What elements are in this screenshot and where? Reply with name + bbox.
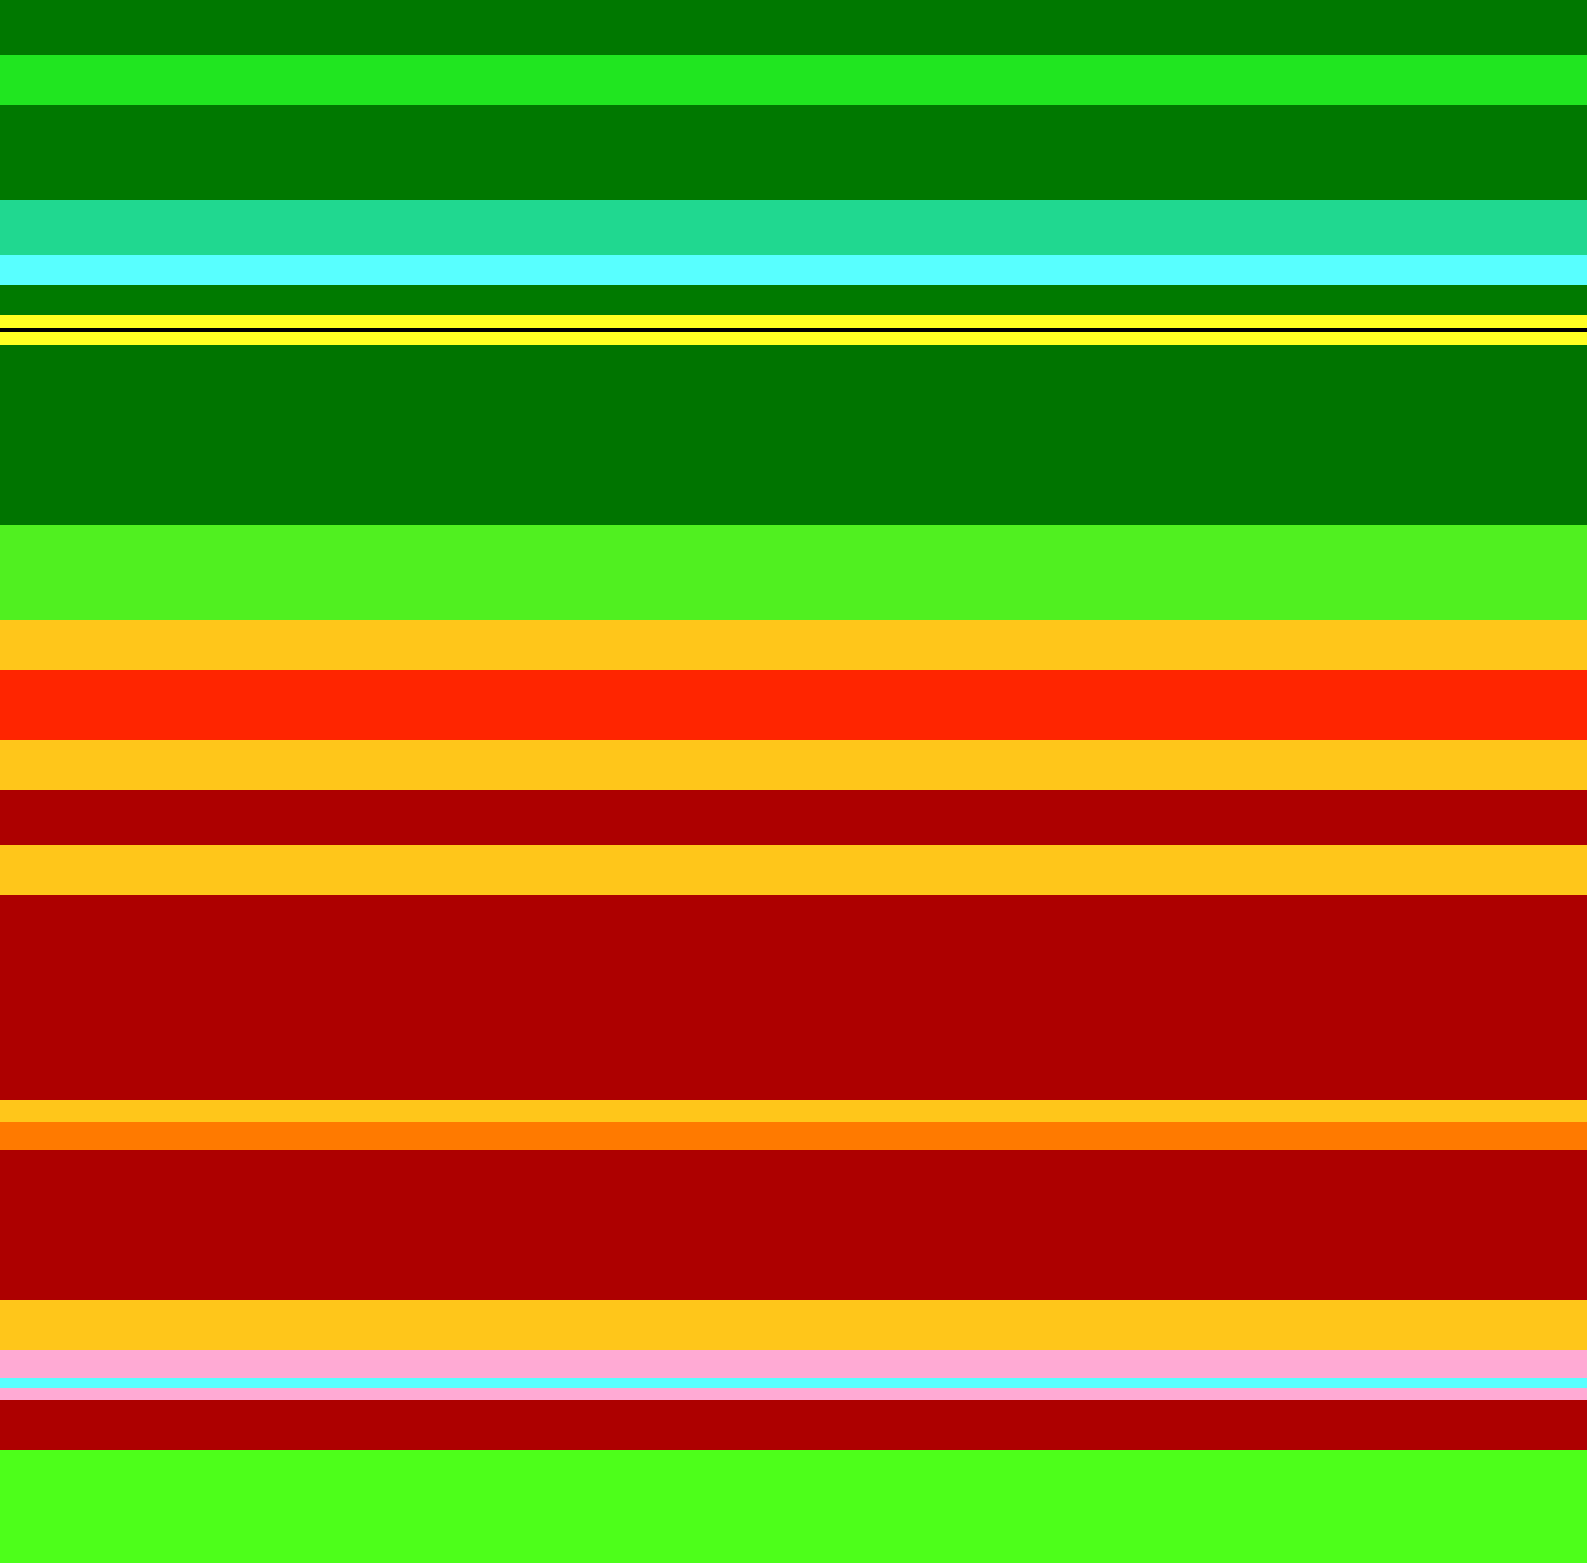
band-6 xyxy=(0,285,1587,315)
accent-line-1 xyxy=(0,328,1587,332)
band-1 xyxy=(0,0,1587,55)
band-3 xyxy=(0,105,1587,200)
band-8 xyxy=(0,345,1587,525)
accent-line-3 xyxy=(0,1378,1587,1388)
band-19 xyxy=(0,1350,1587,1400)
band-21 xyxy=(0,1450,1587,1563)
band-5 xyxy=(0,255,1587,285)
band-15 xyxy=(0,895,1587,1100)
band-20 xyxy=(0,1400,1587,1450)
band-12 xyxy=(0,740,1587,790)
band-11 xyxy=(0,670,1587,740)
accent-line-2 xyxy=(0,1122,1587,1150)
band-9 xyxy=(0,525,1587,620)
band-17 xyxy=(0,1150,1587,1300)
band-2 xyxy=(0,55,1587,105)
band-14 xyxy=(0,845,1587,895)
band-10 xyxy=(0,620,1587,670)
band-13 xyxy=(0,790,1587,845)
band-18 xyxy=(0,1300,1587,1350)
band-4 xyxy=(0,200,1587,255)
